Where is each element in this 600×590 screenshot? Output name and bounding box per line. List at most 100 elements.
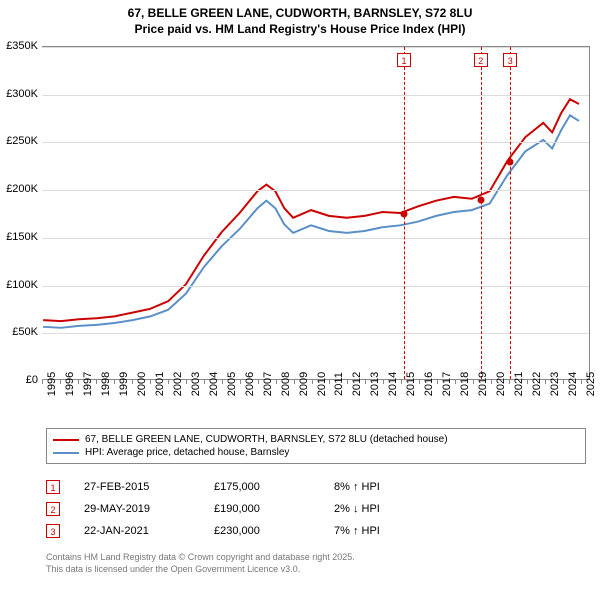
- x-tick-label: 2000: [136, 372, 148, 396]
- legend-label: HPI: Average price, detached house, Barn…: [85, 447, 289, 458]
- x-tick: [168, 380, 169, 384]
- sales-table: 1 27-FEB-2015£175,0008% ↑ HPI 229-MAY-2019…: [46, 476, 454, 542]
- x-tick-label: 2020: [495, 372, 507, 396]
- sale-point-dot: [401, 211, 408, 218]
- sales-row: 322-JAN-2021£230,0007% ↑ HPI: [46, 520, 454, 542]
- y-gridline: [42, 95, 589, 96]
- x-tick-label: 2018: [459, 372, 471, 396]
- x-tick: [78, 380, 79, 384]
- x-tick-label: 2016: [423, 372, 435, 396]
- x-tick: [365, 380, 366, 384]
- x-tick: [545, 380, 546, 384]
- y-tick-label: £150K: [0, 231, 38, 243]
- x-tick-label: 1999: [118, 372, 130, 396]
- x-tick-label: 2002: [172, 372, 184, 396]
- x-tick: [186, 380, 187, 384]
- y-tick-label: £350K: [0, 40, 38, 52]
- line-series-svg: [42, 47, 589, 379]
- x-tick: [240, 380, 241, 384]
- y-tick-label: £0: [0, 374, 38, 386]
- y-gridline: [42, 190, 589, 191]
- x-tick-label: 2005: [226, 372, 238, 396]
- sale-vline: [510, 47, 511, 379]
- sales-hpi: 7% ↑ HPI: [334, 525, 454, 537]
- x-tick-label: 2004: [208, 372, 220, 396]
- x-tick-label: 2025: [585, 372, 597, 396]
- x-tick: [401, 380, 402, 384]
- footer-line-1: Contains HM Land Registry data © Crown c…: [46, 552, 355, 564]
- y-tick-label: £250K: [0, 135, 38, 147]
- x-tick: [419, 380, 420, 384]
- sale-marker-label: 3: [503, 53, 517, 67]
- x-tick-label: 2009: [298, 372, 310, 396]
- y-gridline: [42, 333, 589, 334]
- x-tick: [294, 380, 295, 384]
- x-tick-label: 2013: [369, 372, 381, 396]
- y-gridline: [42, 142, 589, 143]
- x-tick: [509, 380, 510, 384]
- y-gridline: [42, 286, 589, 287]
- x-tick-label: 2001: [154, 372, 166, 396]
- sales-hpi: 2% ↓ HPI: [334, 503, 454, 515]
- sales-row: 1 27-FEB-2015£175,0008% ↑ HPI: [46, 476, 454, 498]
- x-tick-label: 2007: [262, 372, 274, 396]
- sales-date: 29-MAY-2019: [84, 503, 214, 515]
- x-tick-label: 2011: [333, 372, 345, 396]
- y-tick-label: £50K: [0, 326, 38, 338]
- y-tick-label: £100K: [0, 279, 38, 291]
- legend-swatch: [53, 439, 79, 441]
- sale-point-dot: [507, 158, 514, 165]
- x-tick: [42, 380, 43, 384]
- x-tick: [527, 380, 528, 384]
- x-tick-label: 1997: [82, 372, 94, 396]
- series-line: [43, 115, 579, 328]
- title-line-1: 67, BELLE GREEN LANE, CUDWORTH, BARNSLEY…: [0, 6, 600, 22]
- x-tick: [491, 380, 492, 384]
- x-tick-label: 2022: [531, 372, 543, 396]
- x-tick: [96, 380, 97, 384]
- x-tick: [312, 380, 313, 384]
- x-tick-label: 2014: [387, 372, 399, 396]
- legend-swatch: [53, 452, 79, 454]
- x-tick: [329, 380, 330, 384]
- footer-line-2: This data is licensed under the Open Gov…: [46, 564, 355, 576]
- sales-price: £175,000: [214, 481, 334, 493]
- sale-vline: [481, 47, 482, 379]
- footer-attribution: Contains HM Land Registry data © Crown c…: [46, 552, 355, 575]
- x-tick-label: 2015: [405, 372, 417, 396]
- x-tick: [383, 380, 384, 384]
- series-line: [43, 99, 579, 321]
- sales-date: 27-FEB-2015: [84, 481, 214, 493]
- x-tick: [455, 380, 456, 384]
- x-tick: [347, 380, 348, 384]
- title-line-2: Price paid vs. HM Land Registry's House …: [0, 22, 600, 38]
- sales-row-marker: 1: [46, 480, 60, 494]
- x-tick: [60, 380, 61, 384]
- x-tick-label: 2006: [244, 372, 256, 396]
- x-tick-label: 1995: [46, 372, 58, 396]
- x-tick-label: 2023: [549, 372, 561, 396]
- plot-area: 1 2 3: [42, 46, 590, 380]
- x-tick: [276, 380, 277, 384]
- sale-marker-label: 2: [474, 53, 488, 67]
- sales-row: 229-MAY-2019£190,0002% ↓ HPI: [46, 498, 454, 520]
- sale-marker-label: 1: [397, 53, 411, 67]
- x-tick-label: 2003: [190, 372, 202, 396]
- x-tick: [114, 380, 115, 384]
- x-tick: [563, 380, 564, 384]
- sales-hpi: 8% ↑ HPI: [334, 481, 454, 493]
- sales-price: £230,000: [214, 525, 334, 537]
- x-tick-label: 2008: [280, 372, 292, 396]
- x-tick: [437, 380, 438, 384]
- sales-date: 22-JAN-2021: [84, 525, 214, 537]
- y-tick-label: £200K: [0, 183, 38, 195]
- x-tick: [132, 380, 133, 384]
- title-block: 67, BELLE GREEN LANE, CUDWORTH, BARNSLEY…: [0, 0, 600, 39]
- x-tick: [150, 380, 151, 384]
- x-tick-label: 2010: [316, 372, 328, 396]
- x-tick-label: 2019: [477, 372, 489, 396]
- sales-price: £190,000: [214, 503, 334, 515]
- x-tick: [222, 380, 223, 384]
- sale-point-dot: [477, 196, 484, 203]
- x-tick: [258, 380, 259, 384]
